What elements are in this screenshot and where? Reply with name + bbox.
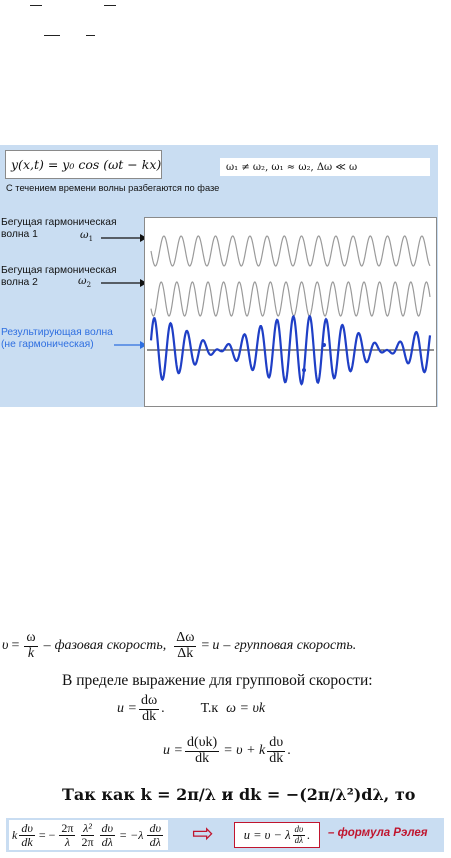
implies-arrow-icon: ⇨ [192, 819, 214, 849]
phase-velocity-text: фазовая скорость, [54, 638, 167, 654]
limit-sentence: В пределе выражение для групповой скорос… [62, 672, 373, 689]
result-marker-2 [322, 343, 326, 347]
dv-dlambda-final: dυ dλ [292, 824, 306, 845]
group-velocity-formula-box: u = υ − λ dυ dλ . [234, 822, 320, 848]
wave2-label-line1: Бегущая гармоническая [1, 265, 117, 276]
since-line: Так как k = 2π/λ и dk = −(2π/λ²)dλ, то [62, 785, 416, 804]
fragment-fraction-bar-2 [86, 35, 95, 36]
result-arrow [114, 341, 147, 349]
equals: = [11, 638, 20, 654]
dv-dk: dυ dk [19, 820, 35, 849]
wave2-omega: ω2 [78, 275, 92, 290]
result-curve [149, 314, 432, 386]
result-label-line2: (не гармоническая) [1, 339, 94, 350]
wave1-label-line2: волна 1 [1, 229, 38, 240]
dv-over-dk: dυ dk [267, 735, 286, 766]
result-marker-1 [302, 368, 306, 373]
wave1-label-line1: Бегущая гармоническая [1, 217, 117, 228]
wave2-arrow [101, 279, 147, 287]
derivative-chain: k dυ dk = − 2π λ λ² 2π dυ dλ = −λ dυ dλ [9, 820, 168, 850]
group-derivative-line: u = dω dk . Т.к ω = υk [117, 693, 266, 724]
d-omega-over-dk: dω dk [138, 693, 160, 724]
wave-figure: y(x,t) = y₀ cos (ωt − kx) ω₁ ≠ ω₂, ω₁ ≈ … [0, 145, 438, 407]
rayleigh-formula-strip: k dυ dk = − 2π λ λ² 2π dυ dλ = −λ dυ dλ ⇨ u =… [6, 818, 444, 852]
wave2-label-line2: волна 2 [1, 277, 38, 288]
two-pi-over-lambda: 2π λ [59, 820, 76, 849]
result-label: Результирующая волна (не гармоническая) [1, 327, 113, 351]
wave1-curve [150, 235, 431, 267]
rayleigh-formula-label: – формула Рэлея [328, 827, 428, 839]
v-symbol: υ [2, 638, 9, 654]
result-label-line1: Результирующая волна [1, 327, 113, 338]
expanded-group-line: u = d(υk) dk = υ + k dυ dk . [163, 735, 291, 766]
wave1-omega: ω1 [80, 229, 94, 244]
dv-dlambda-2: dυ dλ [147, 820, 163, 849]
fragment-overbar-1 [30, 5, 42, 6]
lambda-sq-over-two-pi: λ² 2π [81, 820, 94, 849]
group-velocity-text: групповая скорость. [234, 638, 357, 654]
label-arrows [101, 234, 147, 349]
phase-caption: С течением времени волны разбегаются по … [6, 183, 220, 193]
frequency-conditions-box: ω₁ ≠ ω₂, ω₁ ≈ ω₂, Δω ≪ ω [220, 158, 430, 176]
wave-equation: y(x,t) = y₀ cos (ωt − kx) [11, 157, 162, 172]
wave-plot [147, 235, 434, 386]
fragment-overbar-2 [104, 5, 116, 6]
wave1-label: Бегущая гармоническая волна 1 [1, 217, 117, 241]
wave-plot-area [144, 217, 437, 407]
wave2-label: Бегущая гармоническая волна 2 [1, 265, 117, 289]
wave1-arrow [101, 234, 147, 242]
d-vk-over-dk: d(υk) dk [184, 735, 220, 766]
fragment-fraction-bar-1 [44, 35, 60, 36]
wave2-curve [150, 281, 431, 317]
dv-dlambda: dυ dλ [99, 820, 116, 849]
frequency-conditions: ω₁ ≠ ω₂, ω₁ ≈ ω₂, Δω ≪ ω [226, 161, 358, 173]
delta-fraction: Δω Δk [174, 630, 197, 661]
wave-equation-box: y(x,t) = y₀ cos (ωt − kx) [5, 150, 162, 179]
